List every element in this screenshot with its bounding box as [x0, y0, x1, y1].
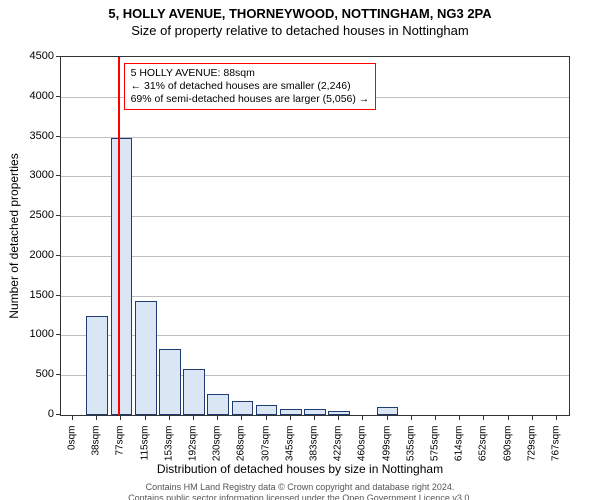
chart-title: 5, HOLLY AVENUE, THORNEYWOOD, NOTTINGHAM… — [0, 6, 600, 22]
xtick-mark — [435, 416, 436, 420]
bar — [111, 138, 133, 415]
ytick-label: 2000 — [14, 249, 54, 261]
xtick-label: 230sqm — [212, 426, 223, 486]
ytick-mark — [56, 255, 60, 256]
xtick-label: 115sqm — [139, 426, 150, 486]
bar — [86, 316, 108, 415]
xtick-label: 690sqm — [502, 426, 513, 486]
xtick-label: 652sqm — [478, 426, 489, 486]
marker-line — [118, 57, 120, 415]
plot-area: 5 HOLLY AVENUE: 88sqm← 31% of detached h… — [60, 56, 570, 416]
xtick-label: 0sqm — [67, 426, 78, 486]
bar — [232, 401, 254, 415]
bar — [183, 369, 205, 415]
xtick-mark — [556, 416, 557, 420]
xtick-mark — [483, 416, 484, 420]
ytick-label: 4500 — [14, 50, 54, 62]
ytick-label: 2500 — [14, 209, 54, 221]
annotation-line-2: ← 31% of detached houses are smaller (2,… — [131, 80, 370, 93]
grid-line — [61, 296, 569, 297]
xtick-mark — [338, 416, 339, 420]
bar — [328, 411, 350, 415]
xtick-mark — [290, 416, 291, 420]
xtick-label: 345sqm — [284, 426, 295, 486]
xtick-label: 38sqm — [91, 426, 102, 486]
annotation-line-1: 5 HOLLY AVENUE: 88sqm — [131, 67, 370, 80]
grid-line — [61, 137, 569, 138]
xtick-mark — [314, 416, 315, 420]
ytick-label: 0 — [14, 408, 54, 420]
grid-line — [61, 176, 569, 177]
ytick-label: 4000 — [14, 90, 54, 102]
xtick-mark — [508, 416, 509, 420]
ytick-mark — [56, 374, 60, 375]
ytick-mark — [56, 96, 60, 97]
xtick-label: 535sqm — [405, 426, 416, 486]
chart-container: 5, HOLLY AVENUE, THORNEYWOOD, NOTTINGHAM… — [0, 6, 600, 500]
xtick-label: 499sqm — [381, 426, 392, 486]
ytick-mark — [56, 295, 60, 296]
xtick-mark — [217, 416, 218, 420]
xtick-mark — [241, 416, 242, 420]
xtick-mark — [459, 416, 460, 420]
xtick-mark — [145, 416, 146, 420]
bar — [207, 394, 229, 415]
xtick-label: 192sqm — [188, 426, 199, 486]
ytick-mark — [56, 414, 60, 415]
xtick-label: 77sqm — [115, 426, 126, 486]
xtick-label: 307sqm — [260, 426, 271, 486]
chart-subtitle: Size of property relative to detached ho… — [0, 23, 600, 38]
xtick-mark — [362, 416, 363, 420]
ytick-label: 1000 — [14, 328, 54, 340]
xtick-mark — [72, 416, 73, 420]
xtick-mark — [266, 416, 267, 420]
grid-line — [61, 216, 569, 217]
xtick-mark — [411, 416, 412, 420]
xtick-label: 460sqm — [357, 426, 368, 486]
xtick-label: 614sqm — [454, 426, 465, 486]
bar — [280, 409, 302, 415]
xtick-label: 268sqm — [236, 426, 247, 486]
xtick-mark — [532, 416, 533, 420]
xtick-label: 575sqm — [429, 426, 440, 486]
bar — [135, 301, 157, 415]
xtick-mark — [387, 416, 388, 420]
annotation-line-3: 69% of semi-detached houses are larger (… — [131, 93, 370, 106]
bar — [304, 409, 326, 415]
xtick-label: 729sqm — [526, 426, 537, 486]
xtick-label: 383sqm — [309, 426, 320, 486]
bar — [159, 349, 181, 415]
ytick-mark — [56, 175, 60, 176]
footer-line-2: Contains public sector information licen… — [0, 493, 600, 500]
ytick-label: 3500 — [14, 130, 54, 142]
xtick-label: 422sqm — [333, 426, 344, 486]
ytick-label: 1500 — [14, 289, 54, 301]
xtick-label: 153sqm — [163, 426, 174, 486]
ytick-mark — [56, 215, 60, 216]
grid-line — [61, 256, 569, 257]
ytick-label: 500 — [14, 368, 54, 380]
ytick-mark — [56, 334, 60, 335]
bar — [256, 405, 278, 415]
xtick-mark — [193, 416, 194, 420]
bar — [377, 407, 399, 415]
ytick-label: 3000 — [14, 169, 54, 181]
annotation-box: 5 HOLLY AVENUE: 88sqm← 31% of detached h… — [124, 63, 377, 110]
ytick-mark — [56, 136, 60, 137]
xtick-mark — [120, 416, 121, 420]
xtick-mark — [96, 416, 97, 420]
ytick-mark — [56, 56, 60, 57]
xtick-mark — [169, 416, 170, 420]
xtick-label: 767sqm — [550, 426, 561, 486]
